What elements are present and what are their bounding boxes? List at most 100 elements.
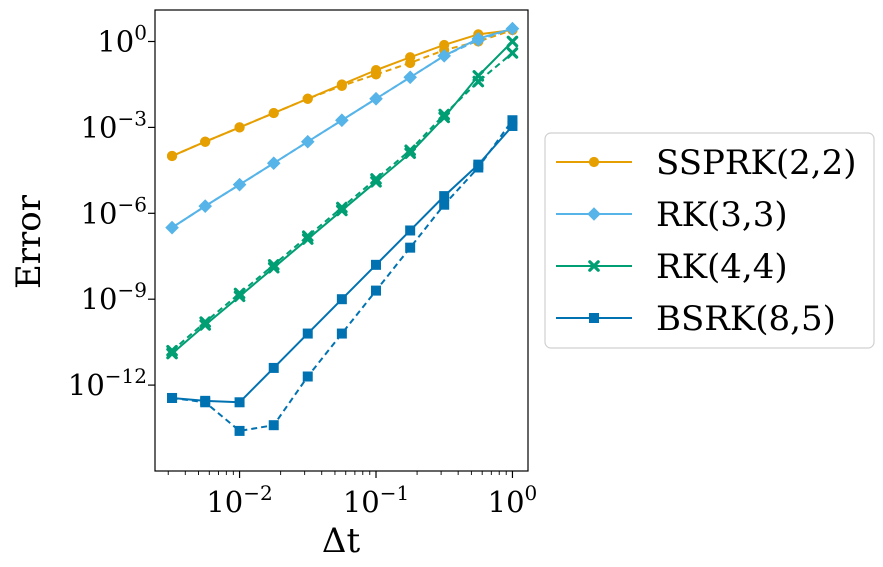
x-axis-label: Δt	[322, 521, 361, 561]
data-point-dashed	[267, 259, 280, 271]
data-point-solid	[437, 49, 451, 63]
series-1	[165, 21, 520, 235]
y-axis-label: Error	[9, 194, 49, 289]
data-point-dashed	[199, 316, 212, 328]
data-point-solid	[336, 204, 348, 217]
y-tick-label-exp: −12	[105, 364, 147, 388]
data-point-solid	[507, 120, 518, 131]
data-point-solid	[302, 328, 313, 339]
legend-box	[544, 132, 875, 349]
data-point-solid	[167, 392, 178, 403]
data-point-solid	[405, 225, 416, 236]
y-tick-label-exp: −9	[118, 278, 147, 302]
data-point-solid	[234, 122, 245, 133]
series-line-dashed	[171, 27, 513, 229]
data-point-solid	[336, 79, 347, 90]
series-0	[166, 24, 518, 162]
data-point-solid	[403, 70, 417, 84]
legend-entry: RK(4,4)	[556, 247, 788, 287]
data-point-solid	[371, 259, 382, 270]
plot-area	[154, 9, 529, 472]
data-point-solid	[268, 362, 279, 373]
data-point-solid	[302, 93, 313, 104]
y-tick-label-base: 10	[81, 196, 118, 230]
legend-label: SSPRK(2,2)	[656, 143, 856, 183]
data-point-dashed	[234, 425, 245, 436]
data-point-dashed	[301, 230, 314, 243]
series-line-solid	[171, 27, 513, 229]
data-point-solid	[198, 199, 212, 213]
data-point-solid	[370, 65, 382, 76]
data-point-solid	[505, 21, 520, 36]
x-tick-label-base: 10	[488, 485, 525, 519]
data-point-solid	[200, 136, 211, 147]
data-point-dashed	[371, 285, 382, 296]
data-point-solid	[268, 107, 279, 119]
y-tick-label: 10−6	[81, 192, 147, 230]
data-point-dashed	[405, 242, 416, 253]
data-point-solid	[233, 290, 246, 303]
legend-entry: RK(3,3)	[556, 195, 788, 235]
data-point-solid	[234, 397, 245, 408]
data-point-solid	[404, 147, 416, 159]
data-point-solid	[405, 52, 416, 63]
x-tick-label: 10−1	[343, 481, 409, 519]
data-point-dashed	[404, 144, 416, 157]
data-point-solid	[166, 347, 178, 360]
data-point-solid	[301, 135, 315, 149]
plot-frame	[154, 9, 529, 472]
y-tick-label-exp: −6	[118, 192, 147, 216]
y-tick-label-base: 10	[81, 282, 118, 316]
x-tick-label-exp: −2	[243, 481, 272, 505]
data-point-dashed	[233, 287, 246, 300]
data-point-dashed	[506, 47, 519, 59]
data-point-solid	[165, 220, 179, 235]
data-point-dashed	[370, 173, 382, 185]
series-layer	[165, 21, 520, 436]
data-point-solid	[369, 92, 383, 106]
y-tick-label: 10−3	[81, 106, 147, 144]
data-point-solid	[370, 176, 382, 188]
y-tick-label-base: 10	[68, 368, 105, 402]
data-point-solid	[471, 31, 486, 46]
data-point-solid	[439, 39, 450, 51]
x-tick-label-exp: 0	[525, 481, 538, 505]
y-tick-label-exp: −3	[118, 106, 147, 130]
data-point-solid	[301, 233, 314, 245]
series-line-solid	[171, 125, 514, 404]
legend-label: RK(4,4)	[656, 247, 788, 287]
data-point-dashed	[268, 420, 279, 431]
data-point-solid	[336, 294, 347, 305]
data-point-dashed	[336, 328, 347, 339]
legend-label: RK(3,3)	[656, 195, 788, 235]
data-point-solid	[472, 70, 485, 82]
legend-marker	[588, 156, 600, 168]
data-point-dashed	[438, 108, 450, 121]
y-tick-label-exp: 0	[134, 20, 147, 44]
data-point-solid	[506, 35, 519, 48]
x-tick-label-base: 10	[343, 485, 380, 519]
data-point-dashed	[336, 201, 348, 214]
y-tick-label: 10−12	[68, 364, 147, 402]
x-tick-label-exp: −1	[380, 481, 409, 505]
data-point-solid	[166, 150, 178, 162]
legend-marker	[589, 313, 599, 323]
data-point-solid	[232, 177, 247, 192]
x-tick-label-base: 10	[206, 485, 243, 519]
legend-entry: BSRK(8,5)	[556, 299, 836, 339]
legend-label: BSRK(8,5)	[656, 299, 836, 339]
data-point-solid	[200, 395, 211, 406]
x-axis-ticks: 10−2 10−1 100	[167, 471, 538, 519]
y-tick-label: 100	[97, 20, 147, 58]
series-line-dashed	[171, 119, 514, 432]
data-point-solid	[267, 261, 280, 274]
y-tick-label-base: 10	[97, 24, 134, 58]
data-point-solid	[439, 191, 450, 202]
data-point-dashed	[302, 371, 313, 382]
series-2	[166, 35, 519, 360]
legend-entry: SSPRK(2,2)	[556, 143, 856, 183]
data-point-dashed	[166, 344, 178, 357]
x-tick-label: 10−2	[206, 481, 272, 519]
